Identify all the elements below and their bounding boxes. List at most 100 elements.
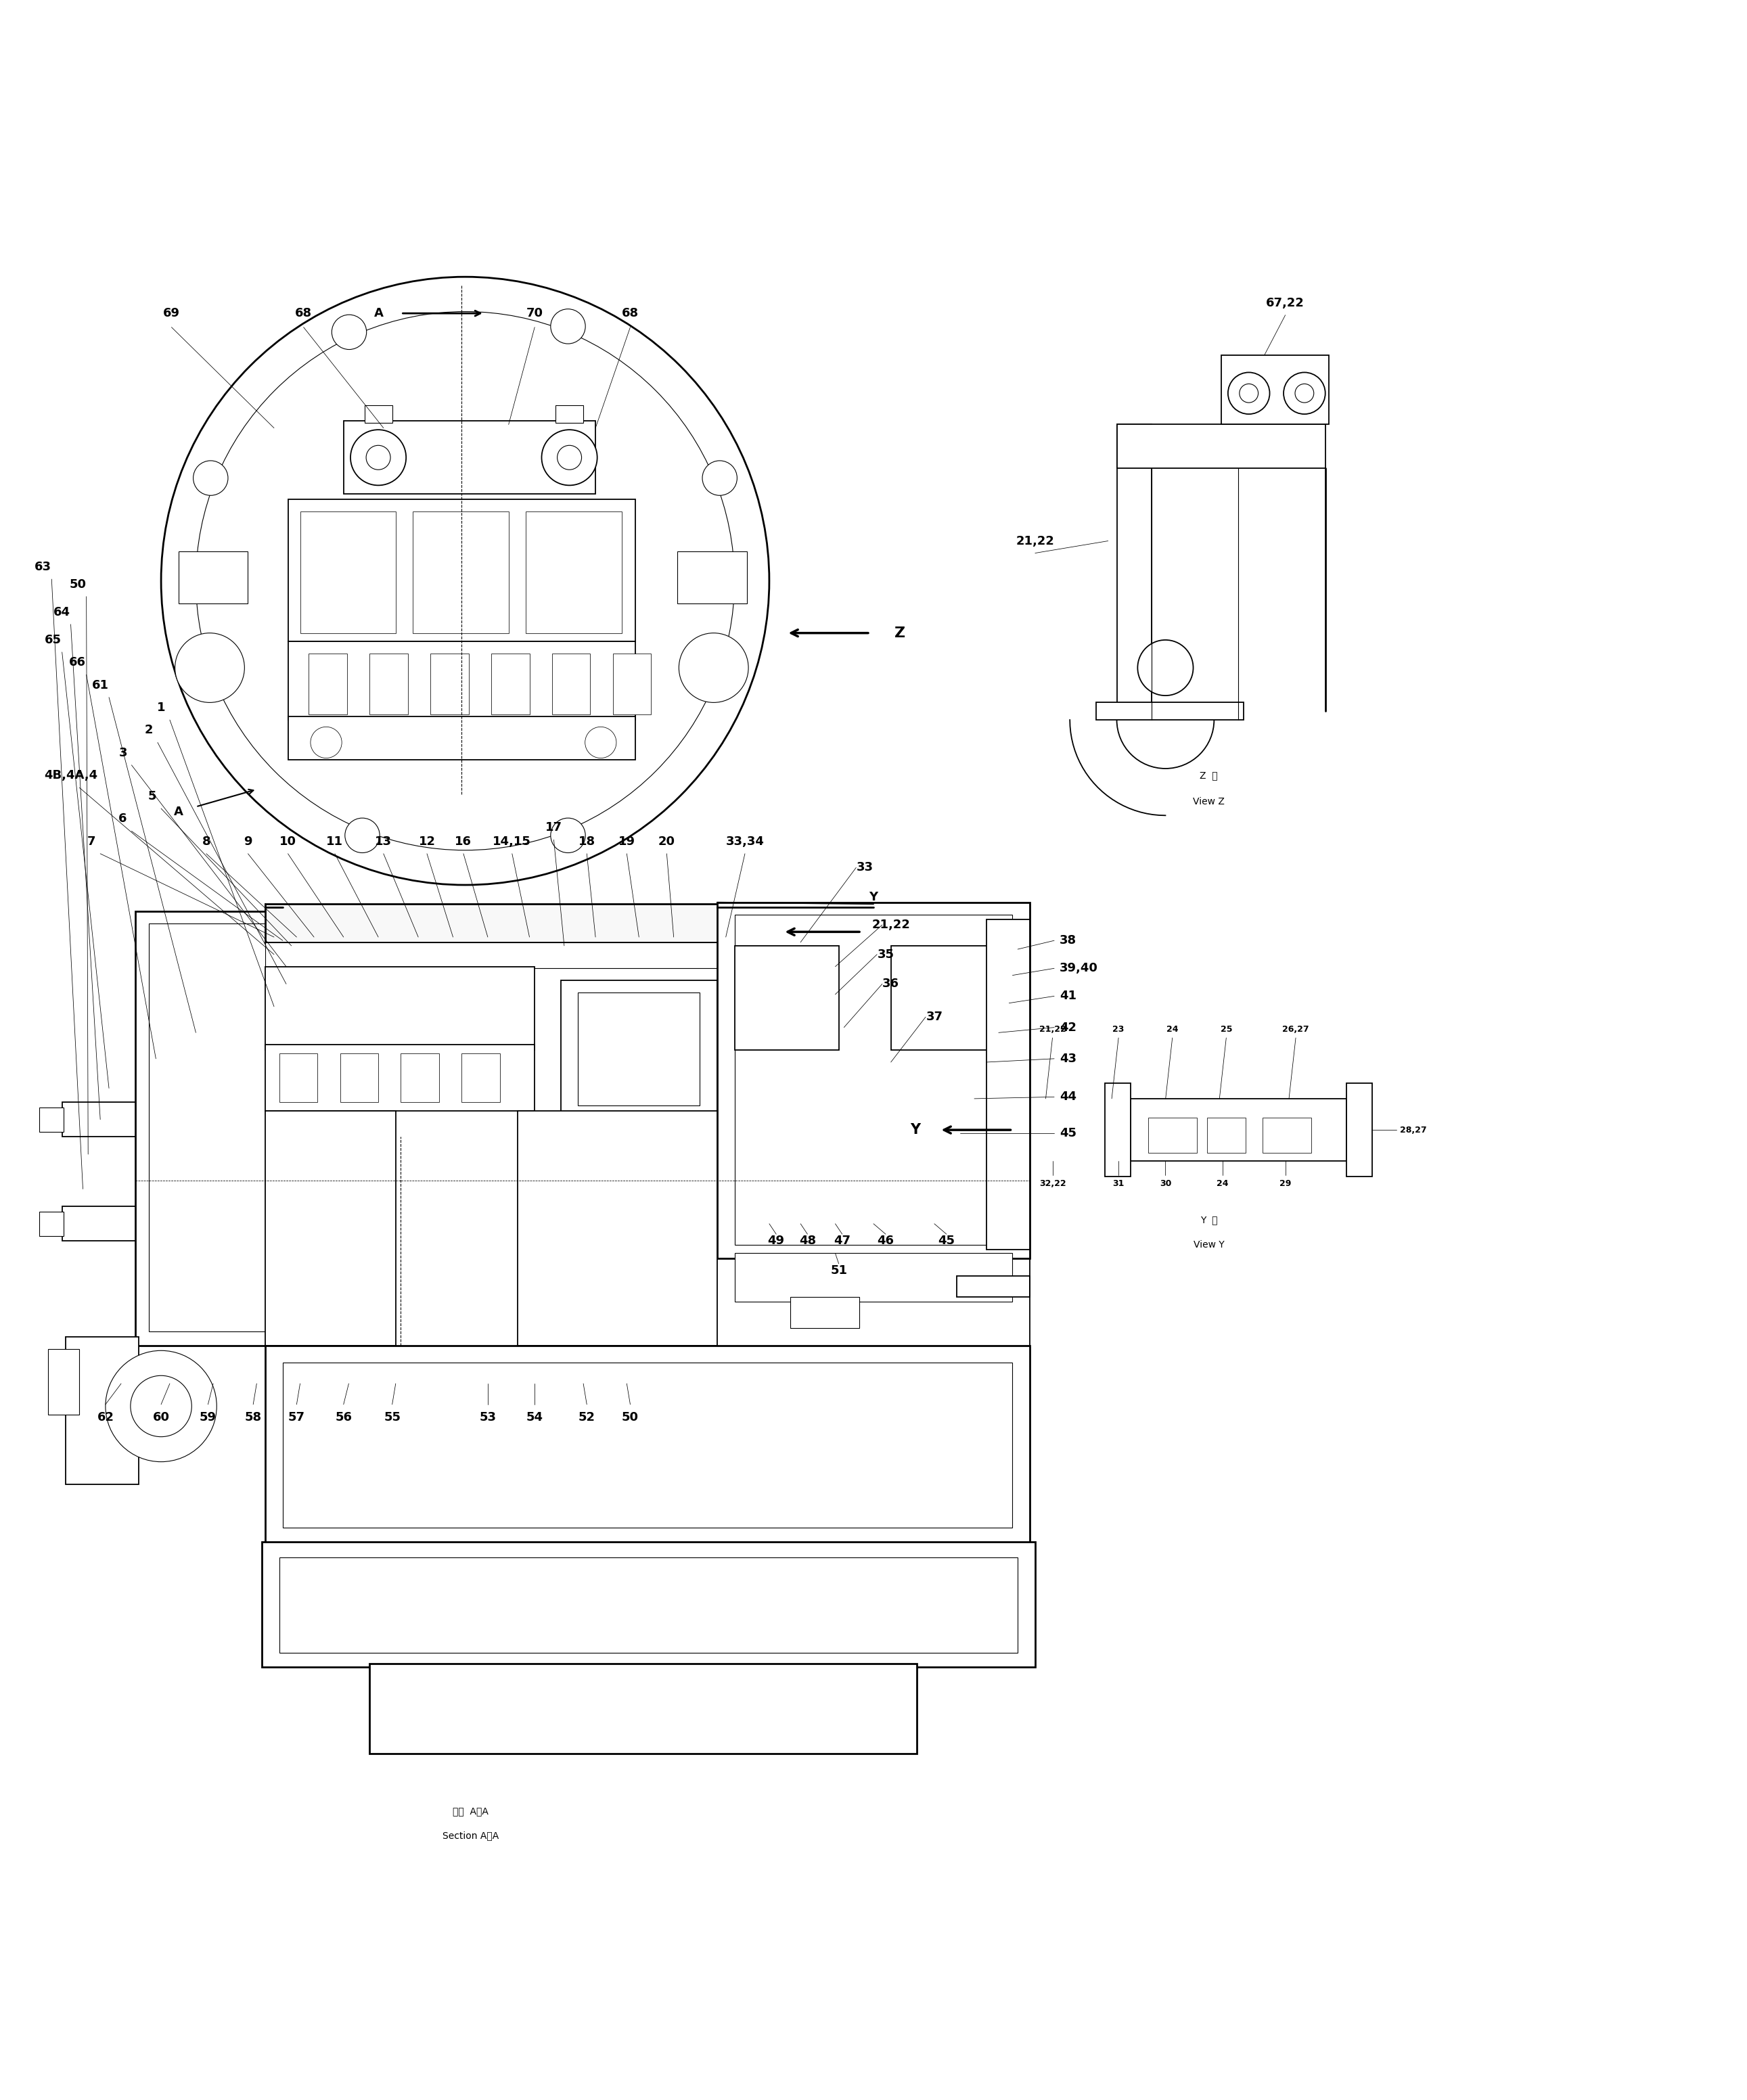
Bar (148, 924, 271, 1331)
Bar (49, 1348, 79, 1415)
Text: 5: 5 (148, 790, 157, 802)
Bar (283, 1363, 1013, 1529)
Text: 断面  A－A: 断面 A－A (452, 1806, 487, 1817)
Bar (309, 653, 348, 714)
Bar (40, 1107, 65, 1132)
Bar (266, 1046, 535, 1111)
Bar (370, 653, 407, 714)
Text: 21,22: 21,22 (872, 920, 910, 930)
Bar (1207, 1117, 1246, 1153)
Text: 66: 66 (70, 657, 86, 668)
Text: A: A (173, 806, 183, 819)
Text: 42: 42 (1059, 1021, 1076, 1033)
Circle shape (1137, 640, 1193, 695)
Text: 36: 36 (882, 979, 900, 989)
Circle shape (702, 666, 737, 701)
Text: 33,34: 33,34 (725, 836, 763, 848)
Circle shape (344, 819, 379, 853)
Circle shape (311, 727, 342, 758)
Text: 7: 7 (87, 836, 96, 848)
Text: View Y: View Y (1193, 1239, 1225, 1250)
Bar (135, 911, 283, 1346)
Text: 67,22: 67,22 (1267, 296, 1305, 309)
Bar (734, 1254, 1013, 1302)
Text: 50: 50 (70, 578, 86, 590)
Text: Z: Z (894, 626, 905, 640)
Bar (517, 1111, 716, 1346)
Text: 26,27: 26,27 (1282, 1025, 1309, 1033)
Bar (891, 945, 996, 1050)
Text: 49: 49 (767, 1235, 784, 1247)
Bar (957, 1277, 1031, 1296)
Text: 69: 69 (162, 307, 180, 319)
Bar (370, 1663, 917, 1754)
Bar (526, 512, 622, 632)
Circle shape (190, 657, 225, 693)
Text: 56: 56 (335, 1411, 351, 1424)
Text: 1: 1 (157, 701, 166, 714)
Bar (341, 1054, 379, 1103)
Text: 68: 68 (295, 307, 313, 319)
Bar (412, 512, 508, 632)
Text: 48: 48 (798, 1235, 816, 1247)
Text: 21,22: 21,22 (1015, 536, 1055, 546)
Text: 3: 3 (119, 748, 128, 758)
Text: 44: 44 (1059, 1090, 1076, 1103)
Text: 28,27: 28,27 (1399, 1126, 1427, 1134)
Bar (266, 1346, 1031, 1546)
Text: 41: 41 (1059, 989, 1076, 1002)
Text: 58: 58 (245, 1411, 262, 1424)
Bar (1263, 1117, 1312, 1153)
Text: 30: 30 (1160, 1180, 1170, 1189)
Text: 10: 10 (280, 836, 297, 848)
Circle shape (1239, 384, 1258, 403)
Text: 65: 65 (45, 634, 61, 647)
Text: 32,22: 32,22 (1039, 1180, 1066, 1189)
Circle shape (1228, 372, 1270, 414)
Bar (552, 653, 590, 714)
Bar (400, 1054, 438, 1103)
Text: 31: 31 (1113, 1180, 1125, 1189)
Text: 25: 25 (1221, 1025, 1232, 1033)
Text: 68: 68 (622, 307, 639, 319)
Text: 14,15: 14,15 (493, 836, 531, 848)
Text: View Z: View Z (1193, 796, 1225, 806)
Bar (790, 1296, 860, 1327)
Bar (280, 1054, 318, 1103)
Bar (1221, 355, 1329, 424)
Text: Y  視: Y 視 (1200, 1216, 1218, 1224)
Text: 11: 11 (327, 836, 344, 848)
Text: 64: 64 (54, 607, 70, 617)
Text: Y: Y (868, 890, 879, 903)
Text: 53: 53 (479, 1411, 496, 1424)
Bar (63, 1205, 135, 1241)
Circle shape (585, 727, 617, 758)
Circle shape (1284, 372, 1326, 414)
Circle shape (332, 315, 367, 349)
Circle shape (175, 632, 245, 704)
Text: 24: 24 (1167, 1025, 1177, 1033)
Circle shape (447, 531, 475, 561)
Bar (561, 981, 716, 1119)
Text: 50: 50 (622, 1411, 639, 1424)
Text: 51: 51 (830, 1264, 847, 1277)
Text: Z  視: Z 視 (1200, 771, 1218, 781)
Circle shape (131, 1376, 192, 1436)
Bar (300, 512, 395, 632)
Bar (288, 643, 636, 720)
Circle shape (680, 632, 748, 704)
Bar (716, 903, 1031, 1258)
Circle shape (550, 819, 585, 853)
Bar (1116, 424, 1151, 712)
Text: 20: 20 (659, 836, 674, 848)
Bar (987, 920, 1031, 1250)
Text: 23: 23 (1113, 1025, 1125, 1033)
Circle shape (542, 430, 597, 485)
Bar (556, 405, 583, 422)
Bar (734, 914, 1013, 1245)
Bar (344, 420, 596, 494)
Text: 6: 6 (119, 813, 128, 825)
Bar (1095, 704, 1244, 720)
Bar (578, 993, 701, 1105)
Bar (1116, 424, 1326, 468)
